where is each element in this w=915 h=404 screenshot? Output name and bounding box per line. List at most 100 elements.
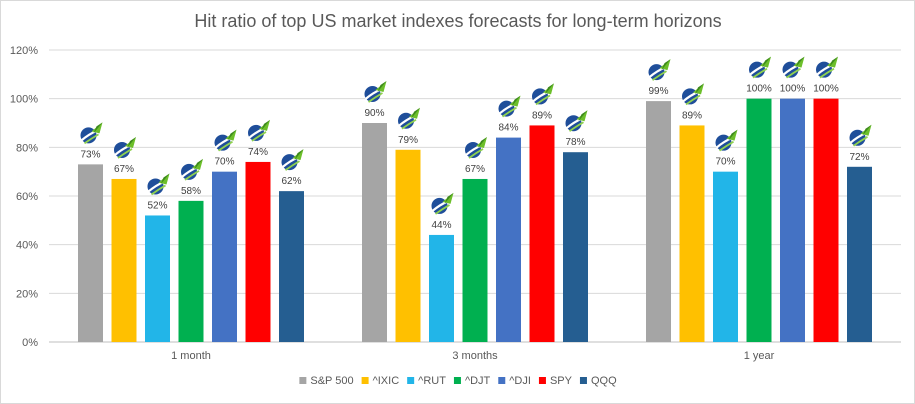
- y-tick-label: 20%: [16, 288, 38, 300]
- y-axis: 0% 20% 40% 60% 80% 100% 120%: [10, 45, 38, 349]
- bar-djt-3-months: [462, 178, 488, 342]
- bar-qqq-3-months: [563, 152, 588, 342]
- bar-djt-1-year: [746, 98, 772, 343]
- y-tick-label: 40%: [16, 240, 38, 252]
- legend-swatch: [407, 377, 415, 384]
- rising-arrow-logo-icon: [648, 59, 671, 81]
- legend-label: ^RUT: [418, 375, 446, 387]
- legend-swatch: [299, 377, 307, 384]
- rising-arrow-logo-icon: [398, 107, 420, 130]
- data-label: 70%: [715, 157, 735, 168]
- data-label: 72%: [849, 152, 869, 163]
- data-label: 73%: [80, 149, 100, 160]
- bar-rut-1-year: [713, 171, 738, 342]
- legend-swatch: [579, 377, 587, 384]
- data-label: 89%: [682, 110, 702, 121]
- legend-swatch: [453, 377, 461, 384]
- rising-arrow-logo-icon: [248, 119, 270, 142]
- y-tick-label: 120%: [10, 45, 38, 57]
- rising-arrow-logo-icon: [715, 129, 738, 152]
- legend-item-ixic: ^IXIC: [361, 375, 400, 387]
- data-label: 84%: [498, 123, 518, 134]
- legend-swatch: [538, 377, 546, 384]
- x-category-label: 1 month: [171, 350, 211, 362]
- legend-item-qqq: QQQ: [579, 375, 617, 387]
- legend-item-dji: ^DJI: [498, 375, 531, 387]
- data-label: 79%: [398, 135, 418, 146]
- bar-ixic-1-year: [679, 125, 705, 342]
- data-label: 52%: [147, 200, 167, 211]
- bar-spy-3-months: [529, 125, 555, 342]
- rising-arrow-logo-icon: [214, 129, 237, 152]
- data-label: 89%: [532, 110, 552, 121]
- rising-arrow-logo-icon: [849, 124, 872, 147]
- data-label: 62%: [281, 176, 301, 187]
- chart-title: Hit ratio of top US market indexes forec…: [194, 11, 721, 31]
- y-tick-label: 80%: [16, 142, 38, 154]
- data-label: 74%: [248, 147, 268, 158]
- rising-arrow-logo-icon: [498, 95, 521, 118]
- bar-qqq-1-year: [847, 166, 872, 342]
- legend-swatch: [361, 377, 369, 384]
- bar-spy-1-month: [245, 161, 271, 342]
- data-label: 99%: [648, 86, 668, 97]
- y-tick-label: 100%: [10, 94, 38, 106]
- rising-arrow-logo-icon: [565, 110, 588, 132]
- legend: S&P 500 ^IXIC ^RUT ^DJT ^DJI SPY QQQ: [299, 375, 617, 387]
- data-label: 44%: [431, 220, 451, 231]
- legend-label: S&P 500: [310, 375, 353, 387]
- legend-label: ^IXIC: [373, 375, 400, 387]
- bar-dji-1-month: [212, 171, 237, 342]
- data-label: 67%: [465, 164, 485, 175]
- bar-rut-1-month: [145, 215, 170, 342]
- legend-item-s-p-500: S&P 500: [299, 375, 354, 387]
- bar-djt-1-month: [178, 200, 204, 342]
- legend-label: ^DJI: [509, 375, 531, 387]
- bars: 73% 67% 52% 58% 70% 74% 62% 90% 79% 44% 67% 84% 89% 7…: [78, 56, 872, 343]
- bar-ixic-3-months: [395, 149, 421, 342]
- rising-arrow-logo-icon: [749, 56, 771, 79]
- x-axis: 1 month 3 months 1 year: [171, 350, 774, 362]
- x-category-label: 1 year: [744, 350, 775, 362]
- bar-dji-3-months: [496, 137, 521, 342]
- bar-s-p-500-1-year: [646, 101, 671, 342]
- legend-swatch: [498, 377, 506, 384]
- y-tick-label: 0%: [22, 337, 38, 349]
- rising-arrow-logo-icon: [281, 149, 304, 171]
- rising-arrow-logo-icon: [364, 81, 387, 103]
- data-label: 100%: [746, 84, 772, 95]
- rising-arrow-logo-icon: [465, 136, 487, 159]
- data-label: 58%: [181, 186, 201, 197]
- y-tick-label: 60%: [16, 191, 38, 203]
- legend-item-rut: ^RUT: [407, 375, 446, 387]
- rising-arrow-logo-icon: [147, 173, 170, 196]
- legend-label: ^DJT: [465, 375, 491, 387]
- rising-arrow-logo-icon: [80, 122, 103, 145]
- bar-rut-3-months: [429, 234, 454, 342]
- rising-arrow-logo-icon: [114, 136, 136, 159]
- bar-s-p-500-3-months: [362, 123, 387, 342]
- legend-label: QQQ: [591, 375, 617, 387]
- bar-s-p-500-1-month: [78, 164, 103, 342]
- legend-item-spy: SPY: [538, 375, 573, 387]
- bar-qqq-1-month: [279, 191, 304, 342]
- rising-arrow-logo-icon: [782, 56, 805, 79]
- legend-item-djt: ^DJT: [453, 375, 491, 387]
- rising-arrow-logo-icon: [682, 83, 704, 106]
- rising-arrow-logo-icon: [431, 192, 454, 215]
- rising-arrow-logo-icon: [816, 56, 838, 79]
- data-label: 67%: [114, 164, 134, 175]
- data-label: 90%: [364, 108, 384, 119]
- bar-spy-1-year: [813, 98, 839, 343]
- bar-dji-1-year: [780, 98, 805, 343]
- rising-arrow-logo-icon: [532, 83, 554, 106]
- data-label: 78%: [565, 137, 585, 148]
- x-category-label: 3 months: [452, 350, 498, 362]
- rising-arrow-logo-icon: [181, 158, 203, 181]
- data-label: 70%: [214, 157, 234, 168]
- legend-label: SPY: [550, 375, 573, 387]
- data-label: 100%: [780, 84, 806, 95]
- bar-ixic-1-month: [111, 178, 137, 342]
